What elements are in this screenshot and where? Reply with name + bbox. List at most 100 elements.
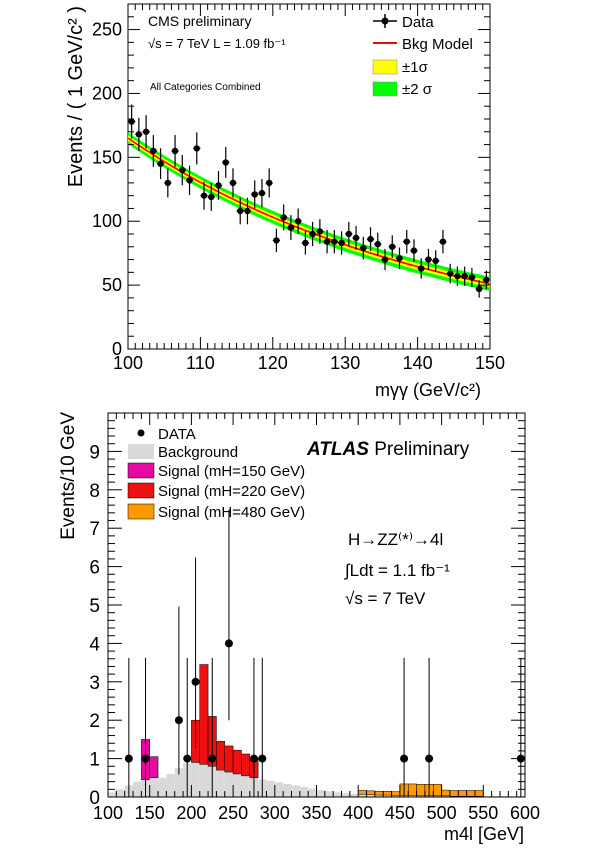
data-point-marker <box>454 272 461 280</box>
data-point-marker <box>135 131 143 138</box>
x-tick-label: 140 <box>403 353 433 373</box>
data-point <box>191 557 200 749</box>
data-point <box>287 215 295 241</box>
data-point-marker <box>174 716 183 725</box>
background-bin <box>383 795 392 797</box>
x-tick-label: 200 <box>176 803 206 823</box>
legend-data-label: Data <box>402 14 434 31</box>
atlas-preliminary: Preliminary <box>369 439 470 460</box>
data-point-marker <box>164 179 172 187</box>
legend-background-swatch <box>128 444 154 459</box>
data-point-marker <box>323 238 331 245</box>
background-bin <box>174 768 184 797</box>
data-point-marker <box>418 265 425 272</box>
background-bin <box>108 792 117 797</box>
data-point <box>208 657 217 797</box>
background-bin <box>349 793 359 797</box>
data-point-marker <box>237 207 244 215</box>
data-point-marker <box>302 239 309 247</box>
signal-480-bin <box>374 790 384 796</box>
background-bin <box>333 792 342 797</box>
data-point-marker <box>249 754 258 763</box>
y-tick-label: 5 <box>89 596 100 617</box>
data-point-marker <box>142 128 150 135</box>
y-tick-label: 50 <box>102 275 122 295</box>
signal-480-bin <box>416 784 426 797</box>
background-bin <box>266 780 275 797</box>
y-tick-label: 7 <box>89 519 100 540</box>
cms-y-axis: 0 50 100 150 200 250 <box>92 3 490 359</box>
data-point <box>178 154 186 186</box>
signal-480-bin <box>449 790 459 797</box>
legend-sig150-swatch <box>127 462 155 479</box>
data-point <box>185 165 194 196</box>
signal-480-bin <box>407 783 417 796</box>
background-bin <box>324 791 334 797</box>
y-tick-label: 100 <box>92 211 122 231</box>
y-tick-label: 9 <box>89 442 100 463</box>
data-point-marker <box>244 207 251 215</box>
signal-220-bin <box>216 741 226 771</box>
data-point <box>236 197 244 225</box>
data-point-marker <box>171 147 179 155</box>
data-point-marker <box>141 754 150 763</box>
data-point-marker <box>468 274 476 281</box>
data-point-marker <box>200 192 208 199</box>
data-point <box>330 229 338 254</box>
data-point <box>141 657 150 797</box>
atlas-process-label: H→ZZ⁽*⁾→4l <box>348 530 443 549</box>
data-point <box>352 225 360 250</box>
atlas-data-series <box>124 509 525 797</box>
x-tick-label: 300 <box>260 803 290 823</box>
signal-220-bin <box>199 664 209 765</box>
data-point-marker <box>193 145 200 152</box>
data-point <box>424 248 433 271</box>
legend-sig480-swatch <box>127 503 155 520</box>
x-tick-label: 450 <box>385 803 415 823</box>
data-point-marker <box>410 247 418 254</box>
data-point <box>171 135 179 167</box>
data-point-marker <box>229 179 237 187</box>
y-tick-label: 2 <box>89 711 100 732</box>
background-bin <box>149 777 159 797</box>
legend-data-marker <box>137 429 145 437</box>
background-bin <box>416 795 425 797</box>
data-point <box>183 657 192 797</box>
data-point-marker <box>258 189 266 197</box>
data-point <box>446 263 454 284</box>
data-point <box>475 280 483 298</box>
data-point <box>249 657 258 797</box>
legend-sig220-label: Signal (mH=220 GeV) <box>158 483 305 500</box>
data-point <box>417 258 425 279</box>
data-point <box>214 170 223 200</box>
x-tick-label: 110 <box>186 353 215 373</box>
data-point-marker <box>183 754 192 763</box>
legend-1sigma-label: ±1σ <box>402 59 429 76</box>
background-bin <box>274 782 284 797</box>
cms-x-axis-label: mγγ (GeV/c²) <box>375 380 481 400</box>
data-point <box>439 229 447 254</box>
background-bin <box>316 790 325 797</box>
background-bin <box>283 783 292 797</box>
signal-480-bin <box>466 790 476 797</box>
data-point-marker <box>400 754 409 763</box>
signal-480-bin <box>458 790 467 797</box>
data-point-marker <box>224 639 233 648</box>
atlas-y-axis: 0 1 2 3 4 5 6 7 8 9 <box>89 412 525 809</box>
cms-header: CMS preliminary <box>148 13 251 29</box>
y-tick-label: 3 <box>89 673 100 694</box>
atlas-energy-label: √s = 7 TeV <box>345 589 426 608</box>
data-point <box>359 236 367 260</box>
data-point-marker <box>461 272 468 280</box>
data-point <box>243 197 252 225</box>
background-bin <box>374 795 384 797</box>
x-tick-label: 130 <box>330 353 360 373</box>
background-bin <box>224 772 234 797</box>
background-bin <box>158 777 167 797</box>
data-point <box>272 228 281 253</box>
signal-480-bin <box>441 789 451 797</box>
data-point <box>222 147 230 178</box>
cms-energy-label: √s = 7 TeV L = 1.09 fb⁻¹ <box>148 36 286 51</box>
data-point-marker <box>128 118 135 125</box>
